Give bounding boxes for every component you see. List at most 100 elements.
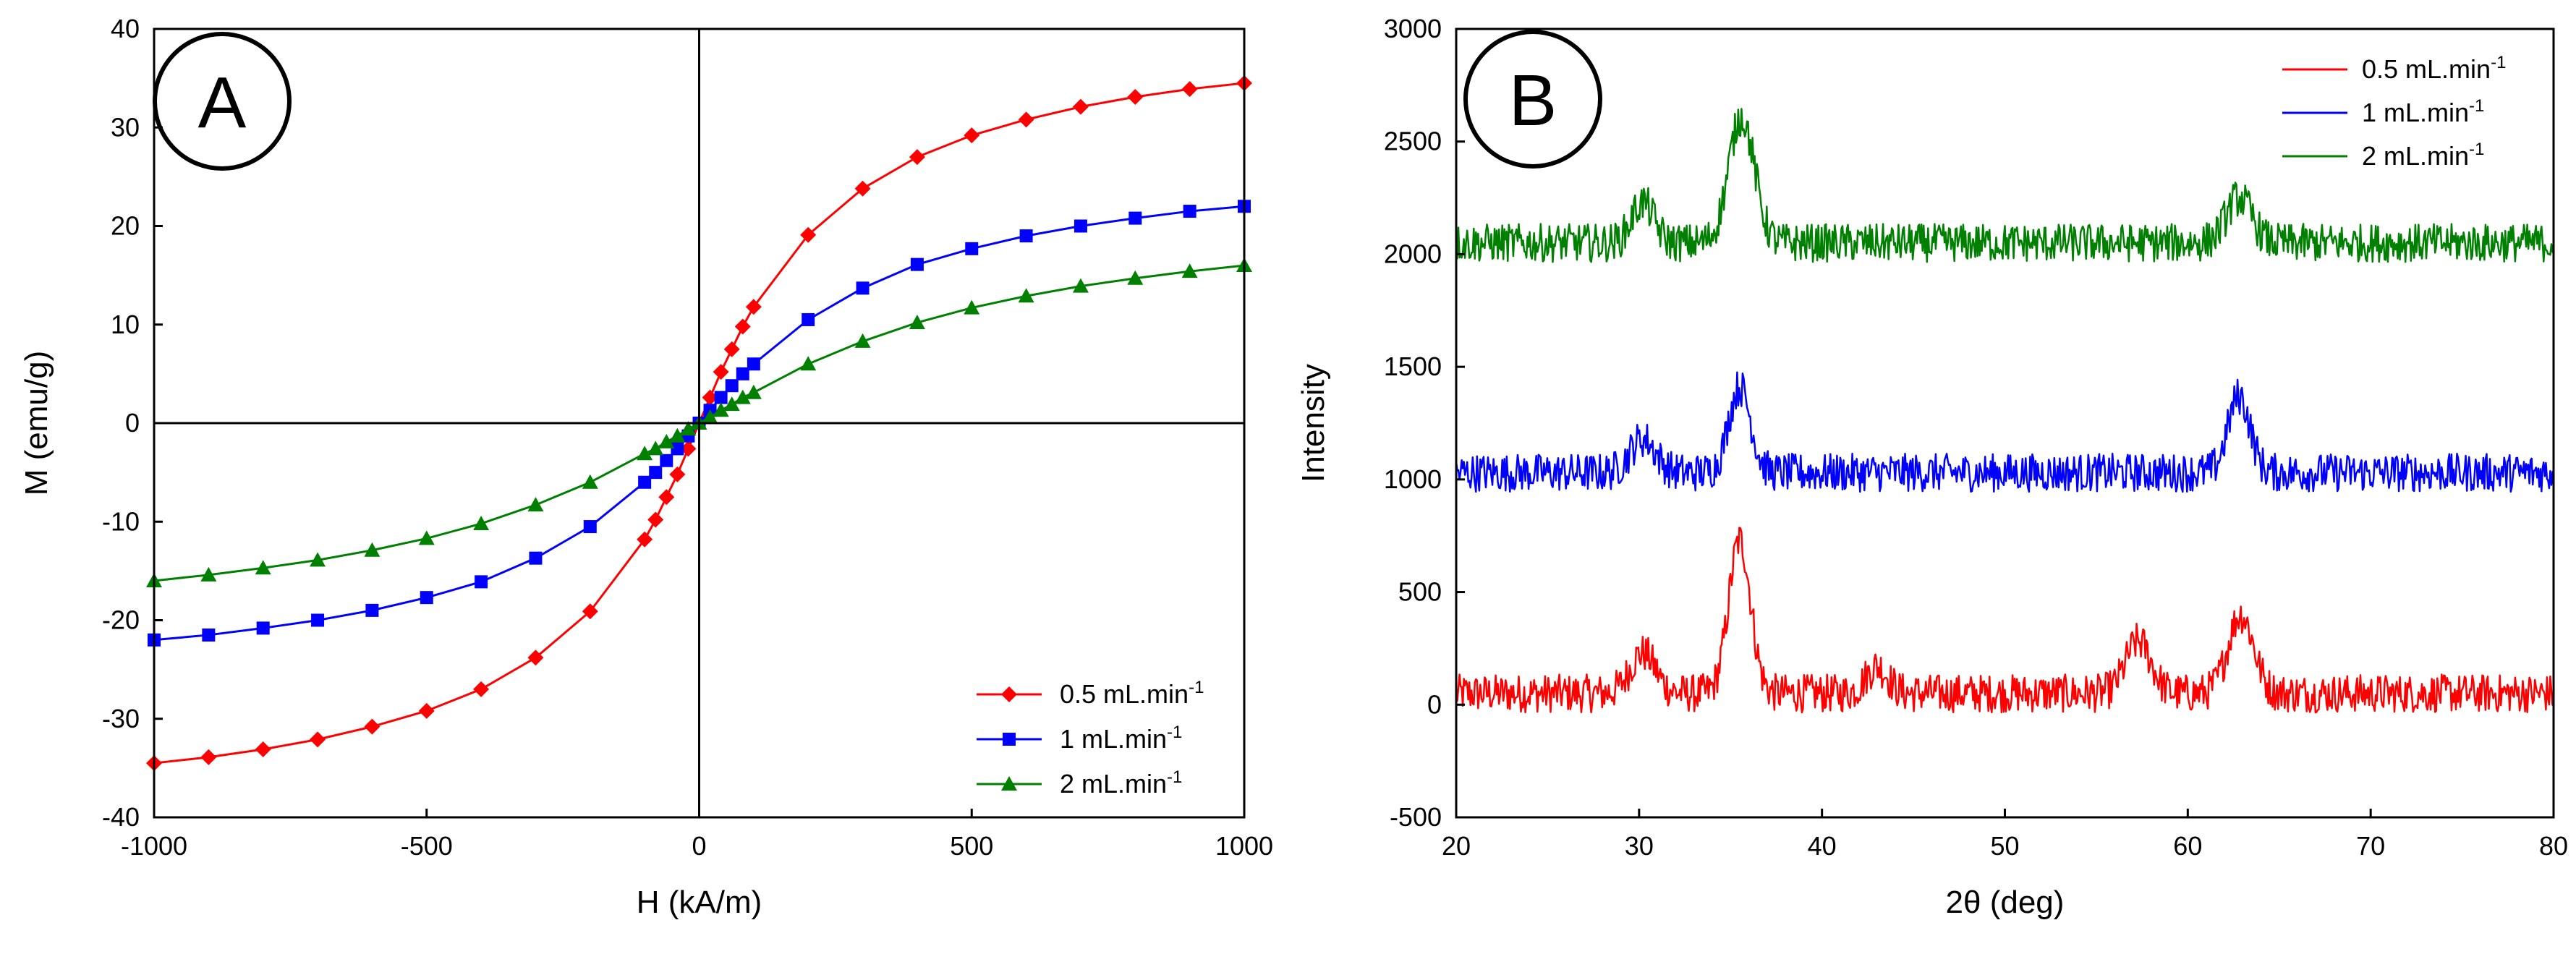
panel-a-label-circle bbox=[153, 32, 292, 171]
panel-a-data-point-1-ml-min bbox=[638, 475, 652, 489]
panel-b-line-1-ml-min bbox=[1455, 371, 2555, 493]
panel-a-data-point-1-ml-min bbox=[529, 551, 543, 565]
panel-b-y-tick-label: 0 bbox=[1427, 689, 1442, 719]
panel-a-data-point-1-ml-min bbox=[1074, 219, 1087, 233]
panel-b-y-axis-label: Intensity bbox=[1296, 364, 1331, 482]
panel-a-data-point-0-5-ml-min bbox=[647, 511, 664, 528]
panel-b-series-group bbox=[1455, 108, 2555, 714]
panel-a-y-tick-label: -20 bbox=[102, 605, 140, 635]
panel-a-data-point-2-ml-min bbox=[473, 515, 490, 530]
panel-a-data-point-1-ml-min bbox=[420, 591, 433, 605]
panel-a-y-tick-label: 0 bbox=[125, 408, 140, 438]
panel-a-legend-swatch-marker bbox=[1003, 733, 1016, 746]
panel-a-data-point-0-5-ml-min bbox=[582, 603, 598, 620]
panel-a-data-point-1-ml-min bbox=[910, 257, 924, 271]
panel-a-legend-swatch-marker bbox=[1001, 686, 1017, 702]
panel-a-y-tick-label: -40 bbox=[102, 802, 140, 832]
panel-a-label-badge: A bbox=[153, 32, 292, 171]
panel-a-data-point-2-ml-min bbox=[310, 552, 326, 567]
panel-a-x-tick-label: 0 bbox=[692, 831, 706, 861]
panel-a-legend-label-0-5-ml-min: 0.5 mL.min-1 bbox=[1060, 678, 1204, 709]
panel-a-y-tick-label: -10 bbox=[102, 506, 140, 536]
panel-b-y-tick-label: -500 bbox=[1390, 802, 1442, 832]
panel-a-data-point-0-5-ml-min bbox=[200, 749, 217, 765]
panel-a-legend-entry-1-ml-min: 1 mL.min-1 bbox=[977, 723, 1182, 754]
panel-a-x-tick-label: -500 bbox=[401, 831, 453, 861]
panel-a-data-point-2-ml-min bbox=[1127, 270, 1144, 285]
panel-a-data-point-0-5-ml-min bbox=[702, 389, 718, 406]
panel-a-data-point-0-5-ml-min bbox=[1127, 89, 1144, 106]
panel-a-x-tick-label: -1000 bbox=[121, 831, 187, 861]
panel-a-y-tick-label: 10 bbox=[111, 310, 140, 339]
panel-b-x-tick-label: 80 bbox=[2539, 831, 2568, 861]
panel-a-legend-label-1-ml-min: 1 mL.min-1 bbox=[1060, 723, 1182, 754]
panel-a-data-point-0-5-ml-min bbox=[418, 702, 435, 719]
panel-a-x-axis-label: H (kA/m) bbox=[637, 885, 762, 920]
panel-a-data-point-2-ml-min bbox=[702, 409, 718, 424]
panel-a-data-point-0-5-ml-min bbox=[734, 318, 751, 335]
panel-b-legend-entry-2-ml-min: 2 mL.min-1 bbox=[2282, 140, 2484, 171]
panel-a-data-point-2-ml-min bbox=[1072, 278, 1089, 293]
panel-a-data-point-1-ml-min bbox=[965, 242, 979, 255]
panel-a-data-point-2-ml-min bbox=[418, 530, 435, 545]
panel-a-data-point-1-ml-min bbox=[736, 367, 749, 380]
panel-a-label-text: A bbox=[198, 62, 247, 143]
panel-a-data-point-1-ml-min bbox=[256, 621, 270, 635]
panel-a-data-point-1-ml-min bbox=[202, 628, 216, 642]
panel-a-data-point-1-ml-min bbox=[671, 442, 684, 456]
panel-a-data-point-2-ml-min bbox=[964, 299, 980, 315]
panel-a-y-tick-label: 20 bbox=[111, 211, 140, 241]
panel-a-data-point-0-5-ml-min bbox=[473, 681, 490, 697]
panel-b-label-circle bbox=[1463, 30, 1602, 169]
panel-a-data-point-1-ml-min bbox=[1019, 229, 1033, 243]
panel-a-data-point-2-ml-min bbox=[800, 356, 817, 371]
panel-a-legend-swatch-marker bbox=[1001, 776, 1017, 791]
panel-a-data-point-2-ml-min bbox=[745, 384, 762, 399]
panel-a-data-point-1-ml-min bbox=[856, 281, 870, 295]
panel-a-data-point-0-5-ml-min bbox=[800, 226, 817, 243]
panel-b-x-tick-label: 60 bbox=[2173, 831, 2202, 861]
panel-a-data-point-2-ml-min bbox=[527, 497, 544, 512]
panel-a-data-point-1-ml-min bbox=[1183, 205, 1196, 218]
panel-a-data-point-1-ml-min bbox=[802, 312, 815, 326]
panel-b-x-tick-label: 20 bbox=[1442, 831, 1471, 861]
panel-a-data-point-2-ml-min bbox=[637, 446, 653, 461]
panel-a-data-point-2-ml-min bbox=[854, 333, 871, 348]
panel-a-data-point-0-5-ml-min bbox=[310, 731, 326, 748]
panel-a-data-point-2-ml-min bbox=[1018, 288, 1034, 303]
panel-a-data-point-2-ml-min bbox=[723, 396, 740, 412]
panel-b-legend: 0.5 mL.min-1 1 mL.min-1 2 mL.min-1 bbox=[2282, 53, 2506, 171]
panel-a-data-point-1-ml-min bbox=[475, 575, 488, 589]
panel-a-data-point-1-ml-min bbox=[725, 379, 739, 393]
panel-a-data-point-2-ml-min bbox=[582, 474, 598, 489]
panel-a-data-point-2-ml-min bbox=[734, 389, 751, 404]
panel-a-data-point-1-ml-min bbox=[660, 454, 673, 467]
panel-b-y-tick-label: 2000 bbox=[1384, 239, 1442, 268]
panel-a-data-point-2-ml-min bbox=[680, 421, 697, 436]
panel-b-x-tick-label: 30 bbox=[1625, 831, 1654, 861]
panel-a-data-point-1-ml-min bbox=[365, 603, 379, 617]
panel-b-y-tick-label: 3000 bbox=[1384, 14, 1442, 43]
panel-a-data-point-2-ml-min bbox=[909, 315, 925, 330]
panel-a-y-tick-label: 30 bbox=[111, 112, 140, 142]
panel-b-xrd-chart: 20 30 40 50 60 70 80 -500 0 500 1000 1500 2000 2500 30… bbox=[1296, 14, 2568, 920]
panel-a-data-point-2-ml-min bbox=[1181, 263, 1198, 278]
panel-b-label-badge: B bbox=[1463, 30, 1602, 169]
panel-b-line-0-5-ml-min bbox=[1455, 527, 2555, 714]
panel-b-y-tick-label: 2500 bbox=[1384, 127, 1442, 156]
panel-a-data-point-2-ml-min bbox=[713, 402, 729, 417]
panel-b-x-axis-label: 2θ (deg) bbox=[1946, 885, 2065, 920]
panel-b-legend-entry-0-5-ml-min: 0.5 mL.min-1 bbox=[2282, 53, 2506, 84]
panel-a-data-point-1-ml-min bbox=[311, 613, 325, 627]
panel-a-data-point-0-5-ml-min bbox=[854, 180, 871, 197]
panel-a-y-tick-label: 40 bbox=[111, 14, 140, 43]
panel-a-x-tick-label: 1000 bbox=[1215, 831, 1273, 861]
panel-b-x-tick-label: 40 bbox=[1808, 831, 1837, 861]
panel-a-data-point-1-ml-min bbox=[1128, 211, 1142, 225]
panel-b-x-tick-label: 50 bbox=[1990, 831, 2019, 861]
panel-a-data-point-2-ml-min bbox=[255, 560, 271, 575]
panel-a-y-axis-label: M (emu/g) bbox=[19, 351, 54, 495]
panel-a-data-point-0-5-ml-min bbox=[527, 650, 544, 666]
panel-a-data-point-1-ml-min bbox=[583, 520, 597, 534]
panel-a-data-point-2-ml-min bbox=[200, 566, 217, 582]
